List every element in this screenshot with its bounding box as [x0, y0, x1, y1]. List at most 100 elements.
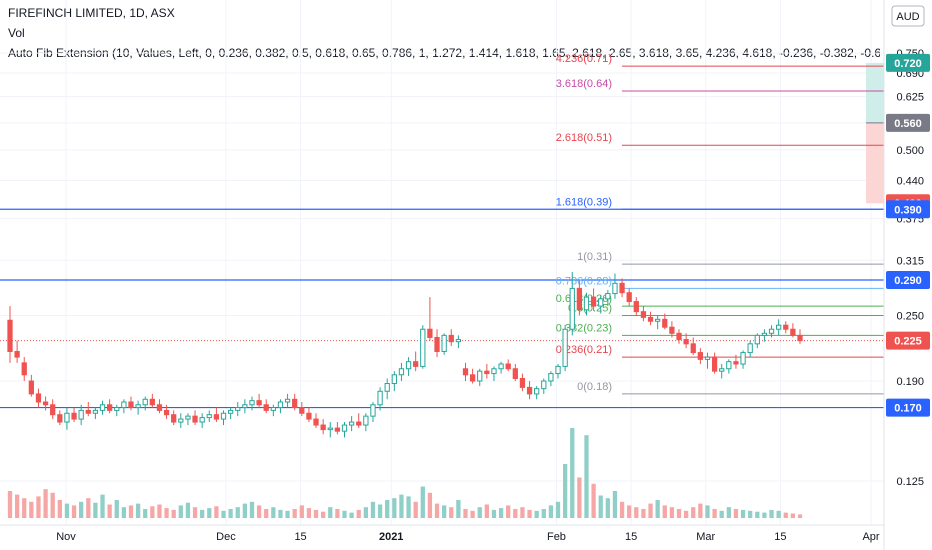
candle-body: [135, 404, 141, 409]
x-tick-label: Feb: [547, 531, 566, 543]
price-badge: [886, 271, 930, 290]
volume-bar: [313, 509, 319, 518]
candle-body: [790, 328, 796, 336]
candle-body: [107, 404, 113, 411]
candle-body: [142, 398, 148, 406]
volume-bar: [93, 502, 98, 518]
volume-bar: [50, 492, 55, 518]
candle-body: [420, 328, 426, 367]
volume-bar: [541, 509, 546, 518]
candle-body: [163, 409, 170, 416]
volume-bar: [299, 505, 304, 518]
candle-body: [227, 409, 234, 414]
volume-bar: [470, 510, 475, 518]
volume-bar: [57, 500, 62, 518]
volume-bar: [612, 491, 618, 518]
candle-body: [526, 386, 533, 395]
currency-box[interactable]: [891, 5, 925, 27]
candle-body: [669, 326, 675, 334]
volume-bar: [420, 486, 425, 518]
price-badge: [886, 53, 930, 72]
candle-body: [284, 398, 291, 403]
volume-bar: [14, 494, 20, 518]
candle-body: [28, 380, 34, 395]
candle-body: [356, 421, 362, 426]
candle-body: [42, 401, 49, 406]
position-profit-zone: [866, 62, 884, 123]
fib-level-label: 0.786(0.28): [556, 275, 612, 287]
candle-body: [562, 328, 568, 367]
candle-body: [92, 409, 99, 414]
candle-body: [783, 324, 789, 330]
candle-body: [612, 282, 618, 295]
candle-body: [277, 401, 284, 409]
volume-bar: [669, 507, 675, 518]
volume-bar: [520, 507, 525, 518]
candle-body: [704, 356, 711, 360]
candle-body: [662, 318, 668, 328]
candle-body: [747, 343, 753, 354]
volume-bar: [157, 504, 162, 518]
volume-bar: [797, 514, 803, 518]
x-tick-label: Dec: [216, 531, 236, 543]
volume-bar: [121, 507, 127, 518]
candle-body: [156, 404, 163, 411]
candle-body: [427, 328, 433, 338]
volume-bar: [755, 511, 760, 518]
candle-body: [206, 414, 212, 419]
candle-body: [676, 332, 682, 341]
candle-body: [363, 415, 369, 426]
volume-bar: [705, 505, 710, 518]
candle-body: [477, 370, 483, 382]
volume-bar: [555, 501, 561, 518]
volume-bar: [712, 509, 717, 518]
candle-body: [121, 401, 127, 409]
candle-body: [171, 414, 177, 423]
volume-bar: [619, 501, 625, 518]
candle-body: [541, 380, 547, 390]
currency-label: AUD: [896, 11, 919, 23]
volume-bar: [477, 507, 482, 518]
candle-body: [334, 427, 341, 432]
candle-body: [263, 404, 269, 411]
y-tick-label: 0.440: [896, 175, 924, 187]
candle-body: [583, 296, 590, 311]
candle-body: [242, 404, 248, 409]
candle-body: [740, 352, 746, 365]
candle-body: [754, 334, 760, 345]
volume-bar: [356, 509, 361, 518]
volume-bar: [150, 506, 155, 518]
x-tick-label: Apr: [862, 531, 879, 543]
volume-bar: [399, 494, 404, 518]
y-tick-label: 0.625: [896, 92, 924, 104]
candle-body: [114, 407, 120, 411]
volume-bar: [22, 498, 27, 518]
volume-bar: [442, 505, 447, 518]
volume-bar: [221, 510, 226, 518]
volume-bar: [29, 501, 34, 518]
volume-bar: [733, 509, 739, 518]
volume-bar: [491, 509, 497, 518]
volume-bar: [506, 505, 511, 518]
volume-bar: [790, 513, 796, 518]
candle-body: [7, 319, 13, 352]
fib-level-label: 4.236(0.71): [556, 53, 612, 65]
volume-bar: [591, 483, 596, 518]
price-badge: [886, 398, 930, 417]
position-loss-zone: [866, 122, 884, 204]
volume-bar: [662, 505, 667, 518]
volume-bar: [64, 503, 70, 518]
volume-bar: [434, 503, 440, 518]
volume-bar: [271, 507, 276, 518]
x-tick-label: 15: [625, 531, 637, 543]
volume-bar: [36, 496, 41, 518]
volume-bar: [513, 509, 518, 518]
candle-body: [498, 363, 504, 370]
volume-bar: [292, 509, 297, 518]
volume-bar: [676, 509, 682, 518]
volume-bar: [249, 501, 255, 518]
candle-body: [370, 404, 376, 417]
volume-bar: [449, 507, 454, 518]
candle-body: [35, 393, 42, 403]
